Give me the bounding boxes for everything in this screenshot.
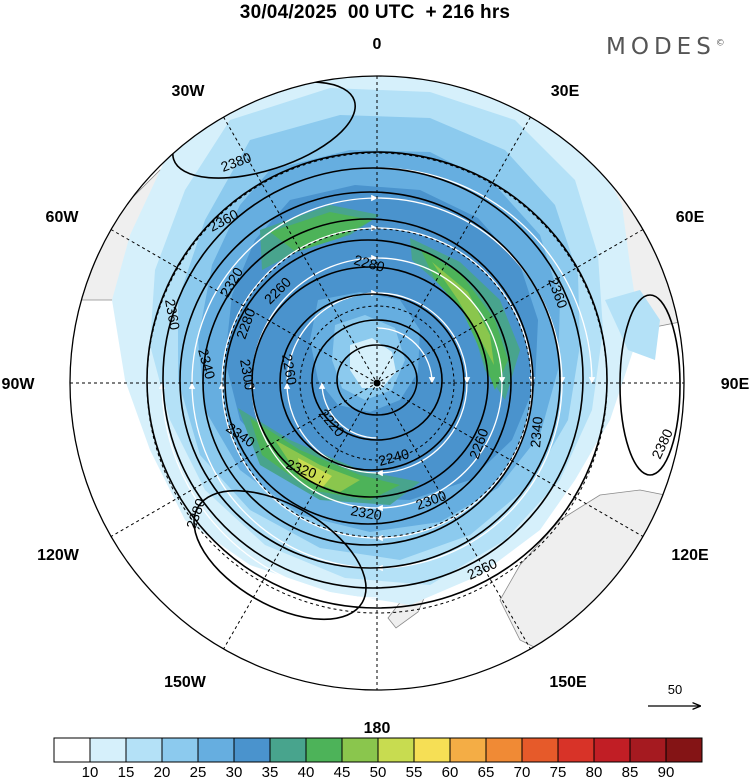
lon-label-120e: 120E [671,547,709,564]
colorbar-level-label: 60 [441,764,459,781]
colorbar-swatch [665,737,703,763]
colorbar-swatch [89,737,127,763]
reference-vector-label: 50 [668,682,682,697]
colorbar-level-label: 70 [513,764,531,781]
lon-label-0: 0 [373,36,382,53]
colorbar-level-label: 80 [585,764,603,781]
contour-label-2240-a: 2240 [377,445,411,469]
contour-label-2340-c: 2340 [527,416,546,449]
longitude-labels: 0 30E 60E 90E 120E 150E 180 150W 120W 90… [2,36,750,737]
colorbar-level-label: 15 [117,764,135,781]
colorbar-swatch [233,737,271,763]
colorbar-level-label: 40 [297,764,315,781]
map-title: 30/04/2025 00 UTC + 216 hrs [239,2,511,23]
contour-label-2320-c: 2320 [349,502,383,523]
contour-label-2280-b: 2280 [352,251,386,275]
colorbar-level-label: 20 [153,764,171,781]
lon-label-60w: 60W [46,209,80,226]
lon-label-150e: 150E [549,674,587,691]
colorbar-level-label: 50 [369,764,387,781]
contour-label-2300-a: 2300 [237,358,258,392]
lon-label-90e: 90E [721,376,750,393]
contour-label-2340-a: 2340 [195,347,219,381]
contour-label-2360-b: 2360 [162,298,183,332]
contour-label-2380-b: 2380 [648,426,676,461]
colorbar-swatch [557,737,595,763]
height-contours [146,81,681,621]
colorbar-swatch [413,737,451,763]
colorbar-swatch [521,737,559,763]
colorbar-swatch [593,737,631,763]
colorbar-level-label: 45 [333,764,351,781]
colorbar-level-label: 10 [81,764,99,781]
lon-label-60e: 60E [676,209,705,226]
colorbar-swatch [377,737,415,763]
lon-label-150w: 150W [164,674,207,691]
colorbar-swatch [53,737,91,763]
wind-vectors [158,167,596,599]
colorbar-level-label: 35 [261,764,279,781]
colorbar-swatch [485,737,523,763]
lon-label-30w: 30W [172,83,206,100]
colorbar-swatch [449,737,487,763]
colorbar-level-label: 75 [549,764,567,781]
modes-logo: MODES© [606,34,725,60]
lon-label-90w: 90W [2,376,36,393]
colorbar-swatch [125,737,163,763]
colorbar-swatch [629,737,667,763]
colorbar-level-label: 25 [189,764,207,781]
colorbar-level-label: 65 [477,764,495,781]
colorbar-swatch [197,737,235,763]
south-pole-marker [373,379,381,387]
colorbar-swatch [161,737,199,763]
lon-label-30e: 30E [551,83,580,100]
brand-name: MODES [606,34,716,60]
colorbar-level-label: 30 [225,764,243,781]
colorbar-level-label: 85 [621,764,639,781]
colorbar-level-label: 55 [405,764,423,781]
colorbar [53,737,703,763]
lon-label-120w: 120W [37,547,80,564]
colorbar-level-label: 90 [657,764,675,781]
colorbar-swatch [341,737,379,763]
copyright-mark: © [715,38,725,49]
contour-label-2260-b: 2260 [279,353,300,387]
reference-vector: 50 [648,682,700,706]
lon-label-180: 180 [364,720,391,737]
colorbar-swatch [305,737,343,763]
map-boundary [69,75,685,691]
colorbar-swatch [269,737,307,763]
